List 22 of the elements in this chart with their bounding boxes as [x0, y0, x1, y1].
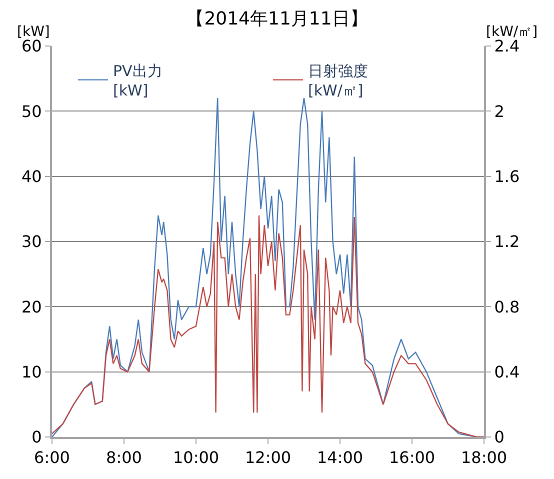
y2-tick-label: 1.2: [494, 232, 520, 252]
chart-title: 【2014年11月11日】: [186, 8, 368, 30]
y-tick-label: 30: [21, 232, 42, 252]
y-tick-label: 40: [21, 166, 42, 186]
x-tick-label: 18:00: [460, 448, 508, 468]
y-tick-label: 50: [21, 102, 42, 121]
legend-label: PV出力 [kW]: [113, 62, 162, 100]
x-tick-label: 6:00: [34, 448, 70, 468]
y-tick-label: 0: [32, 428, 42, 447]
y2-tick-label: 1.6: [494, 166, 520, 186]
y-tick-label: 20: [21, 297, 42, 316]
x-tick-label: 16:00: [388, 448, 436, 468]
x-tick-label: 8:00: [106, 448, 142, 468]
y2-tick-label: 2: [494, 102, 504, 121]
y2-tick-label: 0.4: [494, 362, 520, 382]
x-tick-label: 12:00: [244, 448, 292, 468]
y2-tick-label: 0: [494, 428, 504, 447]
y2-tick-label: 0.8: [494, 297, 520, 316]
x-tick-label: 14:00: [316, 448, 364, 468]
x-tick-label: 10:00: [172, 448, 220, 468]
y-tick-label: 10: [21, 362, 42, 382]
legend-label: 日射強度 [kW/㎡]: [308, 62, 368, 100]
